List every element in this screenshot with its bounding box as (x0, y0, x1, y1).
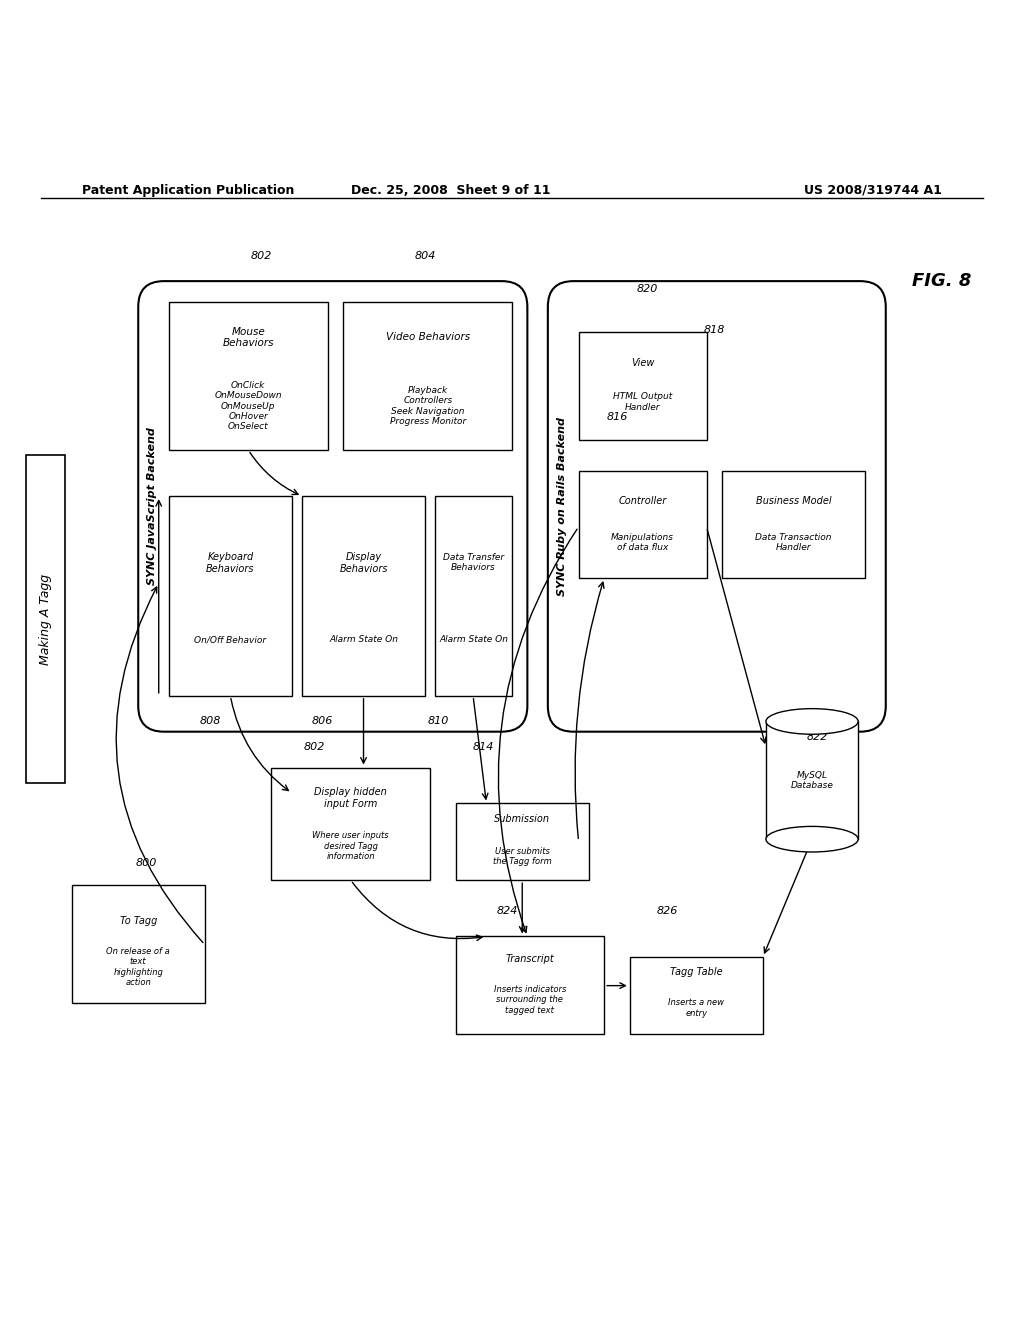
FancyBboxPatch shape (169, 301, 328, 450)
Text: SYNC JavaScript Backend: SYNC JavaScript Backend (146, 428, 157, 585)
Text: Transcript: Transcript (506, 954, 554, 964)
Text: 808: 808 (200, 717, 220, 726)
Text: 810: 810 (428, 717, 449, 726)
Text: Inserts a new
entry: Inserts a new entry (669, 998, 724, 1018)
Text: 802: 802 (304, 742, 325, 752)
Text: Playback
Controllers
Seek Navigation
Progress Monitor: Playback Controllers Seek Navigation Pro… (390, 385, 466, 426)
FancyBboxPatch shape (169, 496, 292, 696)
Text: Data Transaction
Handler: Data Transaction Handler (756, 532, 831, 552)
Text: 814: 814 (473, 742, 494, 752)
Text: Submission: Submission (495, 813, 550, 824)
Text: Alarm State On: Alarm State On (329, 635, 398, 644)
Text: 822: 822 (807, 731, 827, 742)
Text: To Tagg: To Tagg (120, 916, 157, 927)
Text: 802: 802 (251, 251, 271, 260)
Text: FIG. 8: FIG. 8 (912, 272, 972, 290)
FancyBboxPatch shape (456, 804, 589, 880)
Text: Making A Tagg: Making A Tagg (39, 573, 51, 664)
Text: 818: 818 (705, 325, 725, 335)
FancyBboxPatch shape (579, 470, 707, 578)
FancyBboxPatch shape (343, 301, 512, 450)
Text: Keyboard
Behaviors: Keyboard Behaviors (206, 552, 255, 573)
Text: View: View (631, 358, 654, 368)
Text: Controller: Controller (618, 496, 667, 507)
Text: 806: 806 (312, 717, 333, 726)
Text: 800: 800 (136, 858, 157, 867)
Text: User submits
the Tagg form: User submits the Tagg form (493, 847, 552, 866)
Text: Video Behaviors: Video Behaviors (386, 333, 470, 342)
Text: Business Model: Business Model (756, 496, 831, 507)
Text: Tagg Table: Tagg Table (670, 968, 723, 977)
Ellipse shape (766, 826, 858, 851)
Text: Data Transfer
Behaviors: Data Transfer Behaviors (443, 553, 504, 573)
Text: Inserts indicators
surrounding the
tagged text: Inserts indicators surrounding the tagge… (494, 985, 566, 1015)
Text: 804: 804 (415, 251, 435, 260)
Text: 826: 826 (657, 906, 678, 916)
FancyBboxPatch shape (271, 767, 430, 880)
Text: Where user inputs
desired Tagg
information: Where user inputs desired Tagg informati… (312, 832, 389, 861)
Text: Dec. 25, 2008  Sheet 9 of 11: Dec. 25, 2008 Sheet 9 of 11 (351, 183, 550, 197)
FancyBboxPatch shape (138, 281, 527, 731)
FancyBboxPatch shape (630, 957, 763, 1034)
FancyBboxPatch shape (722, 470, 865, 578)
FancyBboxPatch shape (26, 455, 65, 783)
Text: 820: 820 (637, 284, 657, 294)
Text: On/Off Behavior: On/Off Behavior (195, 635, 266, 644)
Ellipse shape (766, 709, 858, 734)
FancyBboxPatch shape (72, 886, 205, 1003)
FancyBboxPatch shape (579, 333, 707, 440)
Text: Mouse
Behaviors: Mouse Behaviors (222, 326, 274, 348)
FancyBboxPatch shape (435, 496, 512, 696)
Bar (766, 722, 858, 840)
FancyBboxPatch shape (456, 936, 604, 1034)
Text: MySQL
Database: MySQL Database (791, 771, 834, 789)
Text: OnClick
OnMouseDown
OnMouseUp
OnHover
OnSelect: OnClick OnMouseDown OnMouseUp OnHover On… (214, 380, 283, 432)
Text: Display
Behaviors: Display Behaviors (339, 552, 388, 573)
Text: Patent Application Publication: Patent Application Publication (82, 183, 294, 197)
Text: 824: 824 (497, 906, 517, 916)
Text: Manipulations
of data flux: Manipulations of data flux (611, 532, 674, 552)
Text: Alarm State On: Alarm State On (439, 635, 508, 644)
Text: Display hidden
input Form: Display hidden input Form (314, 788, 387, 809)
Text: On release of a
text
highlighting
action: On release of a text highlighting action (106, 948, 170, 987)
Text: SYNC Ruby on Rails Backend: SYNC Ruby on Rails Backend (557, 417, 567, 595)
Text: HTML Output
Handler: HTML Output Handler (613, 392, 672, 412)
Text: US 2008/319744 A1: US 2008/319744 A1 (804, 183, 942, 197)
FancyBboxPatch shape (548, 281, 886, 731)
FancyBboxPatch shape (302, 496, 425, 696)
Text: 816: 816 (607, 412, 628, 422)
